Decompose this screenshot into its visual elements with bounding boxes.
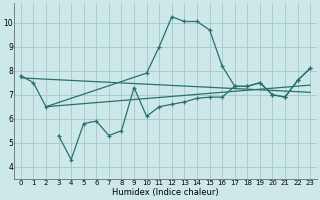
X-axis label: Humidex (Indice chaleur): Humidex (Indice chaleur) <box>112 188 219 197</box>
